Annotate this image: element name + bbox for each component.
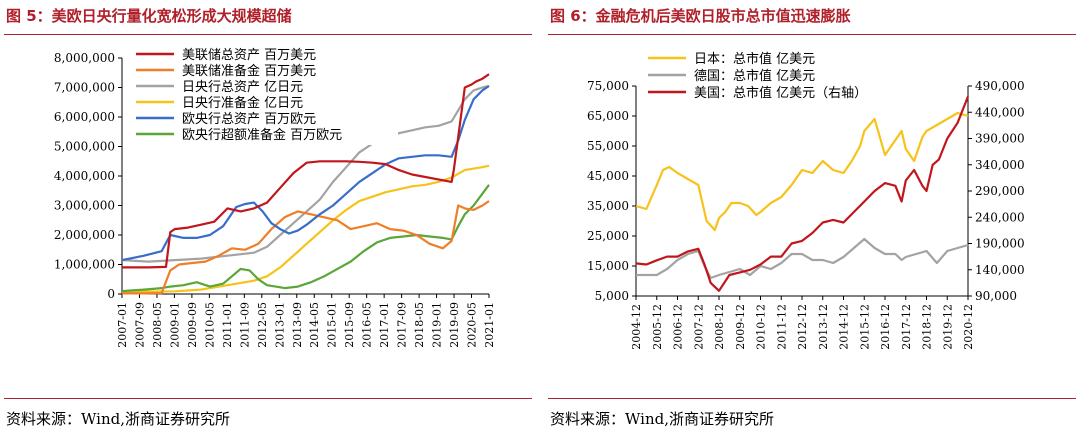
series-line-1 bbox=[636, 237, 969, 280]
y-left-tick-label: 75,000 bbox=[587, 79, 629, 93]
y-right-tick-label: 490,000 bbox=[975, 79, 1025, 93]
y-tick-label: 2,000,000 bbox=[54, 228, 115, 242]
x-tick-label: 2009-12 bbox=[734, 304, 747, 350]
legend-box bbox=[132, 45, 398, 145]
y-left-tick-label: 15,000 bbox=[587, 259, 629, 273]
y-right-tick-label: 440,000 bbox=[975, 105, 1025, 119]
y-tick-label: 5,000,000 bbox=[54, 140, 115, 154]
x-tick-label: 2007-01 bbox=[116, 302, 129, 348]
x-tick-label: 2007-09 bbox=[133, 302, 146, 348]
legend-label: 美国：总市值 亿美元（右轴） bbox=[694, 85, 867, 101]
y-left-tick-label: 25,000 bbox=[587, 229, 629, 243]
source-rule bbox=[4, 398, 532, 399]
x-tick-label: 2014-12 bbox=[838, 304, 851, 350]
x-tick-label: 2017-09 bbox=[396, 302, 409, 348]
legend-label: 日央行准备金 亿日元 bbox=[182, 95, 303, 111]
x-tick-label: 2008-12 bbox=[713, 304, 726, 350]
x-tick-label: 2015-01 bbox=[326, 302, 339, 348]
series-line-2 bbox=[121, 84, 490, 263]
source-rule bbox=[548, 398, 1076, 399]
legend-label: 欧央行总资产 百万欧元 bbox=[182, 112, 316, 127]
figure-6-title: 图 6：金融危机后美欧日股市总市值迅速膨胀 bbox=[550, 7, 851, 25]
legend-label: 美联储准备金 百万美元 bbox=[182, 63, 316, 79]
x-tick-label: 2010-05 bbox=[203, 302, 216, 348]
x-tick-label: 2006-12 bbox=[672, 304, 685, 350]
y-right-tick-label: 390,000 bbox=[975, 132, 1025, 146]
x-tick-label: 2013-12 bbox=[817, 304, 830, 350]
series-line-4 bbox=[121, 85, 490, 262]
legend-label: 美联储总资产 百万美元 bbox=[182, 48, 316, 63]
x-tick-label: 2019-12 bbox=[941, 304, 954, 350]
x-tick-label: 2010-12 bbox=[755, 304, 768, 350]
series-line-2 bbox=[635, 96, 970, 292]
y-tick-label: 4,000,000 bbox=[54, 169, 115, 183]
x-tick-label: 2004-12 bbox=[630, 304, 643, 350]
figure-5-title: 图 5：美欧日央行量化宽松形成大规模超储 bbox=[6, 7, 292, 25]
x-tick-label: 2015-09 bbox=[343, 302, 356, 348]
y-tick-label: 1,000,000 bbox=[54, 258, 115, 272]
y-right-tick-label: 90,000 bbox=[975, 289, 1017, 303]
y-left-tick-label: 65,000 bbox=[587, 109, 629, 123]
x-tick-label: 2011-12 bbox=[775, 304, 788, 350]
x-tick-label: 2011-09 bbox=[238, 302, 251, 348]
y-left-tick-label: 35,000 bbox=[587, 199, 629, 213]
figure-5-source: 资料来源：Wind,浙商证券研究所 bbox=[6, 410, 230, 428]
x-tick-label: 2018-05 bbox=[413, 302, 426, 348]
y-right-tick-label: 190,000 bbox=[975, 237, 1025, 251]
x-tick-label: 2007-12 bbox=[692, 304, 705, 350]
x-tick-label: 2019-09 bbox=[448, 302, 461, 348]
figure-6-source: 资料来源：Wind,浙商证券研究所 bbox=[550, 410, 774, 428]
title-rule bbox=[548, 34, 1076, 35]
y-right-tick-label: 340,000 bbox=[975, 158, 1025, 172]
legend-label: 日央行总资产 亿日元 bbox=[182, 80, 303, 95]
stock-market-cap-chart: 5,000 15,000 25,000 35,000 45,000 55,000 65,00… bbox=[587, 51, 1025, 350]
x-tick-label: 2009-01 bbox=[168, 302, 181, 348]
x-tick-label: 2005-12 bbox=[651, 304, 664, 350]
x-tick-label: 2016-05 bbox=[361, 302, 374, 348]
y-right-tick-label: 140,000 bbox=[975, 263, 1025, 277]
x-tick-label: 2021-01 bbox=[483, 302, 496, 348]
legend-label: 日本：总市值 亿美元 bbox=[694, 51, 815, 67]
x-tick-label: 2013-01 bbox=[273, 302, 286, 348]
x-tick-label: 2017-12 bbox=[900, 304, 913, 350]
x-tick-label: 2015-12 bbox=[858, 304, 871, 350]
y-tick-label: 7,000,000 bbox=[54, 81, 115, 95]
y-right-tick-label: 240,000 bbox=[975, 210, 1025, 224]
central-bank-balance-chart: 0 1,000,000 2,000,000 3,000,000 4,000,000 5,0… bbox=[54, 45, 496, 348]
title-rule bbox=[4, 34, 532, 35]
y-tick-label: 6,000,000 bbox=[54, 110, 115, 124]
x-tick-label: 2012-12 bbox=[796, 304, 809, 350]
y-tick-label: 8,000,000 bbox=[54, 51, 115, 65]
y-right-tick-label: 290,000 bbox=[975, 184, 1025, 198]
x-tick-label: 2013-09 bbox=[291, 302, 304, 348]
x-tick-label: 2017-01 bbox=[378, 302, 391, 348]
y-tick-label: 3,000,000 bbox=[54, 199, 115, 213]
series-line-0 bbox=[635, 111, 969, 232]
y-left-tick-label: 5,000 bbox=[595, 289, 629, 303]
series-line-1 bbox=[122, 200, 490, 295]
figure-6: 图 6：金融危机后美欧日股市总市值迅速膨胀 5,000 15,000 25,000 3… bbox=[548, 0, 1078, 442]
x-tick-label: 2008-05 bbox=[151, 302, 164, 348]
x-tick-label: 2009-09 bbox=[186, 302, 199, 348]
figure-5: 图 5：美欧日央行量化宽松形成大规模超储 0 1,000,000 2,000,000… bbox=[4, 0, 534, 442]
x-tick-label: 2020-05 bbox=[466, 302, 479, 348]
x-tick-label: 2018-12 bbox=[921, 304, 934, 350]
x-tick-label: 2020-12 bbox=[962, 304, 975, 350]
x-tick-label: 2011-01 bbox=[221, 302, 234, 348]
series-line-0 bbox=[122, 73, 490, 269]
legend-label: 欧央行超额准备金 百万欧元 bbox=[182, 127, 342, 143]
series-line-5 bbox=[121, 184, 490, 293]
y-left-tick-label: 55,000 bbox=[587, 139, 629, 153]
y-tick-label: 0 bbox=[107, 287, 115, 301]
legend-label: 德国：总市值 亿美元 bbox=[694, 68, 815, 84]
y-left-tick-label: 45,000 bbox=[587, 169, 629, 183]
x-tick-label: 2019-01 bbox=[431, 302, 444, 348]
x-tick-label: 2016-12 bbox=[879, 304, 892, 350]
x-tick-label: 2012-05 bbox=[256, 302, 269, 348]
x-tick-label: 2014-05 bbox=[308, 302, 321, 348]
